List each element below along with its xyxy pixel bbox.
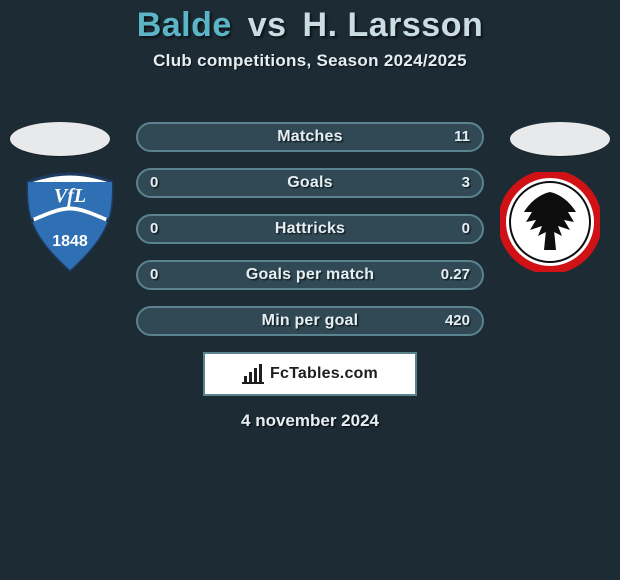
stat-metric: Matches — [136, 122, 484, 152]
stat-row: 0 Goals 3 — [136, 168, 484, 198]
stat-metric: Min per goal — [136, 306, 484, 336]
stat-metric: Goals — [136, 168, 484, 198]
stat-metric: Goals per match — [136, 260, 484, 290]
brand-text: FcTables.com — [270, 365, 378, 383]
stat-row: 0 Goals per match 0.27 — [136, 260, 484, 290]
player2-name: H. Larsson — [303, 6, 484, 44]
stat-value-right: 420 — [445, 306, 470, 336]
stat-value-right: 3 — [462, 168, 470, 198]
stat-row: 0 Hattricks 0 — [136, 214, 484, 244]
stat-value-right: 11 — [454, 122, 470, 152]
stat-rows: Matches 11 0 Goals 3 0 Hattricks 0 0 Goa… — [0, 122, 620, 352]
bar-chart-icon — [242, 364, 264, 384]
generated-date: 4 november 2024 — [0, 411, 620, 431]
subtitle: Club competitions, Season 2024/2025 — [0, 51, 620, 71]
stat-row: Matches 11 — [136, 122, 484, 152]
vs-label: vs — [248, 6, 287, 44]
stat-value-right: 0.27 — [441, 260, 470, 290]
player1-name: Balde — [137, 6, 232, 44]
stat-row: Min per goal 420 — [136, 306, 484, 336]
stat-value-right: 0 — [462, 214, 470, 244]
page-title: Balde vs H. Larsson — [0, 0, 620, 45]
brand-box: FcTables.com — [203, 352, 417, 396]
infographic-stage: Balde vs H. Larsson Club competitions, S… — [0, 0, 620, 445]
stat-metric: Hattricks — [136, 214, 484, 244]
